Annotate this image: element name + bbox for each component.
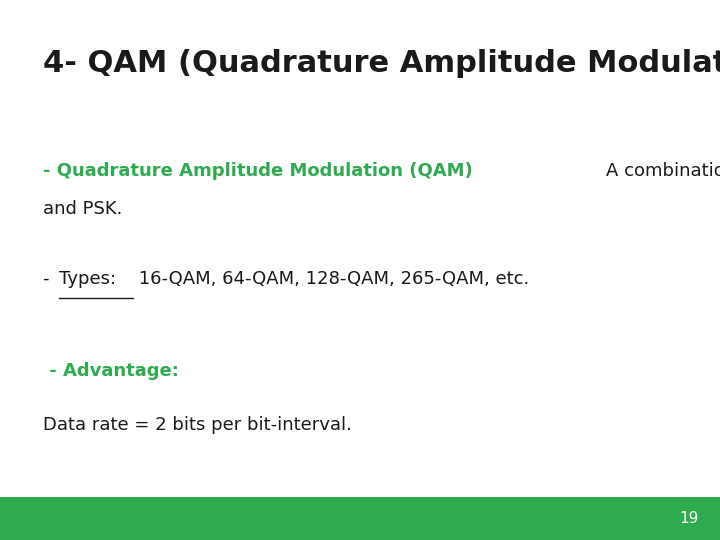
FancyBboxPatch shape (0, 497, 720, 540)
Text: - Quadrature Amplitude Modulation (QAM): - Quadrature Amplitude Modulation (QAM) (43, 162, 480, 180)
Text: Data rate = 2 bits per bit-interval.: Data rate = 2 bits per bit-interval. (43, 416, 352, 434)
Text: and PSK.: and PSK. (43, 200, 122, 218)
Text: 19: 19 (679, 511, 698, 526)
Text: A combination of ASK: A combination of ASK (606, 162, 720, 180)
Text: 16-QAM, 64-QAM, 128-QAM, 265-QAM, etc.: 16-QAM, 64-QAM, 128-QAM, 265-QAM, etc. (132, 270, 529, 288)
Text: 4- QAM (Quadrature Amplitude Modulation): 4- QAM (Quadrature Amplitude Modulation) (43, 49, 720, 78)
Text: Types:: Types: (59, 270, 116, 288)
Text: -: - (43, 270, 55, 288)
Text: - Advantage:: - Advantage: (43, 362, 179, 380)
